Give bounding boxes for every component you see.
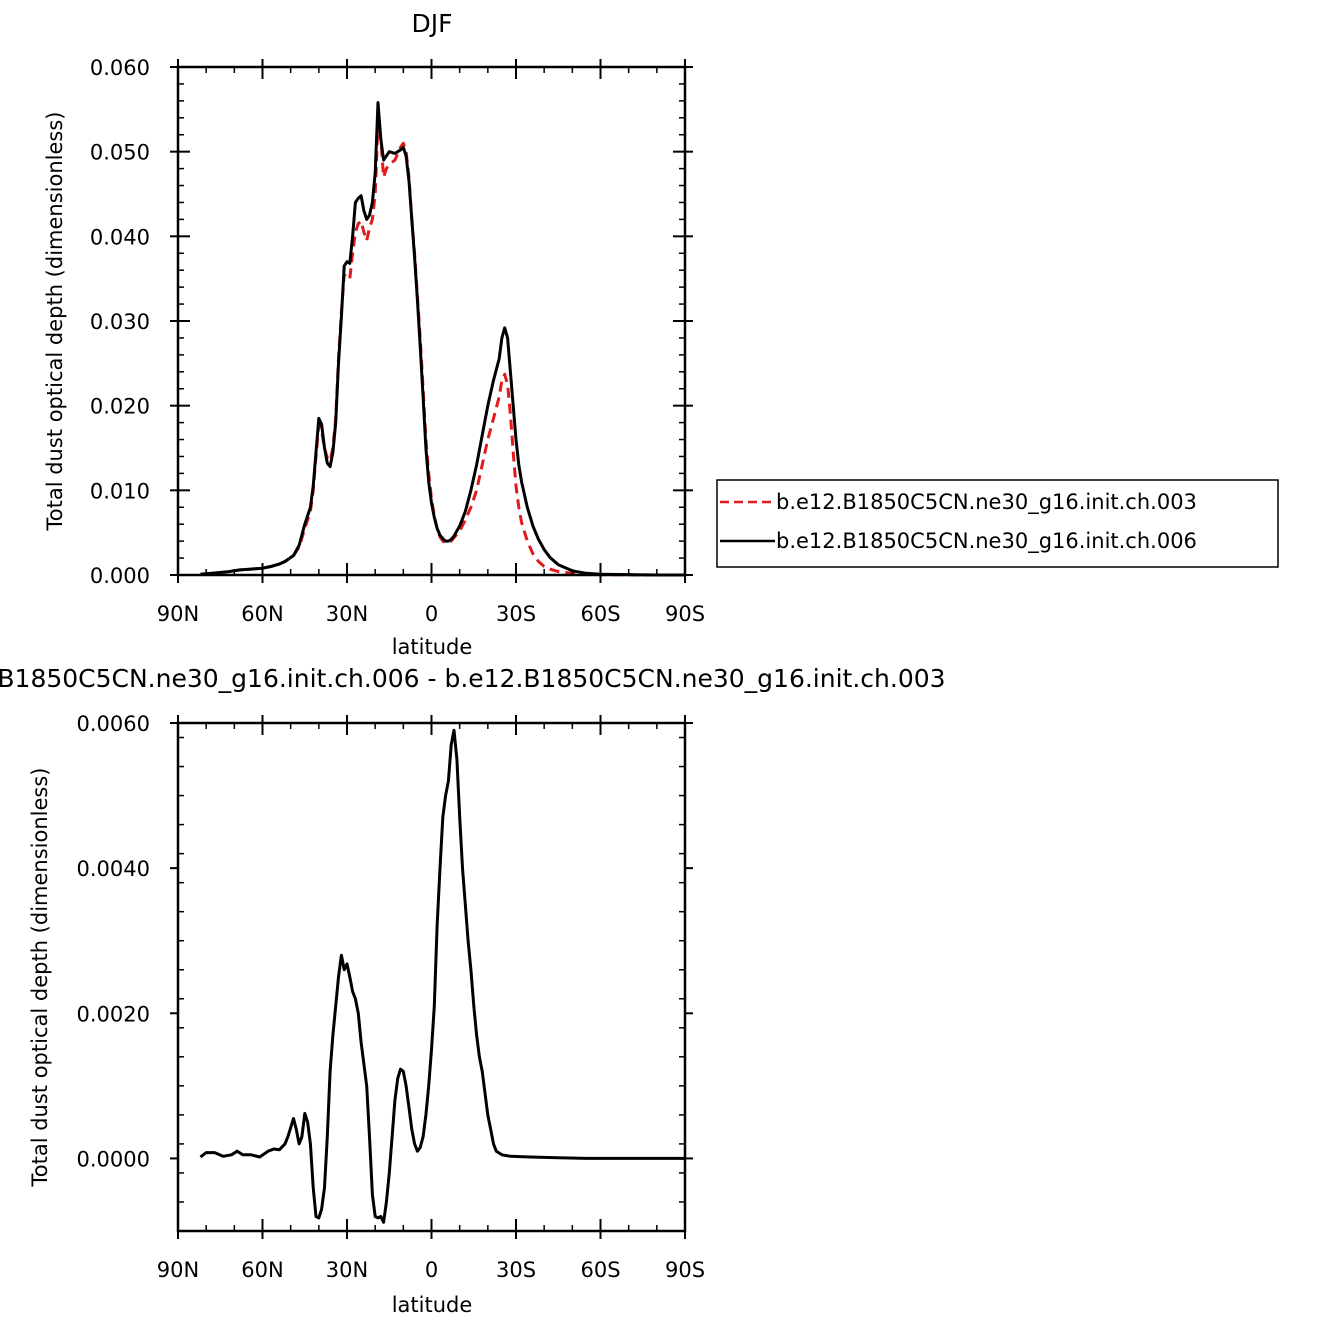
x-tick-label: 60N xyxy=(241,1258,283,1282)
x-tick-label: 90S xyxy=(665,602,705,626)
chart-title-top: DJF xyxy=(411,9,452,38)
y-tick-label: 0.0020 xyxy=(77,1002,150,1026)
x-tick-label: 30S xyxy=(496,1258,536,1282)
series-line-bottom-0 xyxy=(199,728,685,1224)
legend-label-ch006: b.e12.B1850C5CN.ne30_g16.init.ch.006 xyxy=(776,529,1197,554)
y-tick-label: 0.030 xyxy=(90,310,150,334)
panel-top: DJF 90N 60N 30N 0 30S 60S 90S 0.000 0.010 0.020 0.… xyxy=(43,9,705,659)
x-tick-label: 90S xyxy=(665,1258,705,1282)
series-line-top-0 xyxy=(200,120,685,577)
x-tick-label: 60S xyxy=(580,1258,620,1282)
x-tick-label: 30S xyxy=(496,602,536,626)
y-tick-label: 0.060 xyxy=(90,56,150,80)
panel-bottom: b.e12.B1850C5CN.ne30_g16.init.ch.006 - b… xyxy=(0,664,946,1317)
y-tick-label: 0.020 xyxy=(90,395,150,419)
x-tick-label: 30N xyxy=(326,1258,368,1282)
chart-title-bottom: b.e12.B1850C5CN.ne30_g16.init.ch.006 - b… xyxy=(0,664,946,693)
x-axis-title-bottom: latitude xyxy=(392,1293,473,1317)
y-tick-label: 0.0000 xyxy=(77,1147,150,1171)
y-tick-label: 0.040 xyxy=(90,225,150,249)
y-tick-label: 0.0060 xyxy=(77,712,150,736)
y-tick-label: 0.000 xyxy=(90,564,150,588)
legend: b.e12.B1850C5CN.ne30_g16.init.ch.003 b.e… xyxy=(716,479,1279,568)
y-tick-label: 0.0040 xyxy=(77,857,150,881)
x-tick-label: 60N xyxy=(241,602,283,626)
x-axis-title-top: latitude xyxy=(392,635,473,659)
x-tick-label: 60S xyxy=(580,602,620,626)
legend-label-ch003: b.e12.B1850C5CN.ne30_g16.init.ch.003 xyxy=(776,490,1197,515)
x-tick-label: 30N xyxy=(326,602,368,626)
x-tick-label: 90N xyxy=(157,602,199,626)
legend-box xyxy=(716,479,1279,568)
x-tick-label: 0 xyxy=(425,1258,438,1282)
series-line-top-1 xyxy=(200,101,685,577)
x-tick-label: 90N xyxy=(157,1258,199,1282)
x-tick-label: 0 xyxy=(425,602,438,626)
y-axis-title-top: Total dust optical depth (dimensionless) xyxy=(43,112,67,532)
y-tick-label: 0.010 xyxy=(90,479,150,503)
y-axis-title-bottom: Total dust optical depth (dimensionless) xyxy=(28,768,52,1188)
y-tick-label: 0.050 xyxy=(90,141,150,165)
